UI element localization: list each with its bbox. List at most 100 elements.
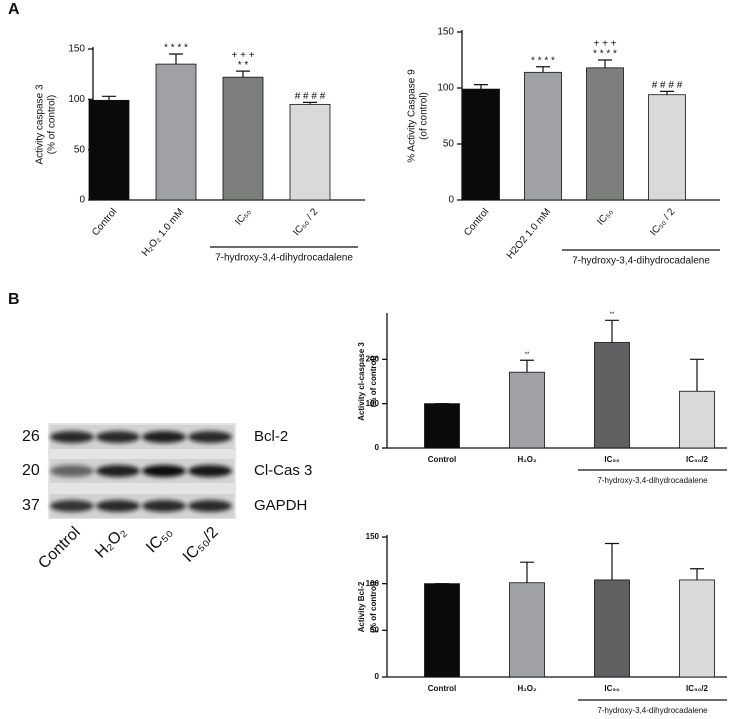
bar [289, 103, 331, 201]
bar [509, 582, 545, 678]
bar [648, 94, 686, 201]
blot-band [188, 465, 232, 477]
y-axis-label: Activity caspase 3 [35, 84, 46, 164]
blot-band-label: Cl-Cas 3 [254, 462, 312, 479]
y-axis-label: (% of control) [369, 355, 378, 407]
blot-lane-label: IC₅₀/2 [180, 524, 222, 566]
blot-lane-label: H₂O₂ [92, 524, 130, 562]
error-bar [236, 70, 250, 78]
x-tick-label: IC₅₀ / 2 [291, 206, 320, 238]
bar [679, 579, 715, 678]
error-bar [520, 359, 534, 373]
error-bar [598, 59, 612, 68]
y-axis-label: % Activity Caspase 9 [407, 69, 418, 163]
blot-band [142, 465, 186, 477]
error-bar [169, 53, 183, 65]
x-tick-label: H₂O₂ [517, 455, 537, 464]
y-axis-label: Activity cl-caspase 3 [357, 342, 366, 421]
y-tick-label: 150 [366, 532, 380, 541]
bar [594, 579, 630, 678]
x-tick-label: H₂O₂ 1.0 mM [140, 207, 186, 259]
error-bar [303, 101, 317, 105]
blot-band [50, 500, 94, 512]
y-tick-label: 100 [68, 94, 85, 105]
bar [424, 403, 460, 449]
y-axis-label: (% of control) [369, 581, 378, 633]
bar [424, 583, 460, 678]
error-bar [474, 84, 488, 90]
bar [88, 99, 130, 201]
blot-band [142, 500, 186, 512]
x-tick-label: H2O2 1.0 mM [505, 207, 553, 262]
blot-marker: 26 [22, 428, 40, 445]
annotation: * * * * [531, 55, 555, 66]
blot-band [50, 431, 94, 443]
y-tick-label: 150 [68, 44, 85, 55]
blot-lane-label: IC₅₀ [143, 524, 176, 557]
error-bar [605, 319, 619, 343]
x-tick-label: H₂O₂ [517, 684, 537, 693]
bar [594, 342, 630, 449]
error-bar [690, 358, 704, 392]
panel-label: A [8, 1, 20, 18]
blot-band [188, 500, 232, 512]
y-tick-label: 50 [370, 625, 379, 634]
error-bar [690, 568, 704, 580]
y-axis-label: (% of control) [47, 95, 58, 154]
bar [509, 371, 545, 449]
bar [155, 63, 197, 201]
annotation: # # # # [295, 91, 326, 102]
y-axis-label: Activity Bcl-2 [357, 581, 366, 632]
error-bar [605, 542, 619, 580]
error-bar [660, 90, 674, 95]
blot-band [96, 431, 140, 443]
y-tick-label: 150 [437, 27, 454, 38]
panel-label: B [8, 291, 20, 308]
error-bar [536, 66, 550, 73]
blot-band [142, 431, 186, 443]
annotation: + + + [231, 50, 254, 61]
x-tick-label: IC₅₀ [604, 684, 620, 693]
x-tick-label: IC₅₀ [233, 207, 253, 228]
annotation: * * [238, 60, 249, 71]
blot-band-label: Bcl-2 [254, 428, 288, 445]
bar [586, 67, 624, 201]
y-axis-label: (of control) [419, 92, 430, 140]
error-bar [520, 561, 534, 583]
blot-band [50, 465, 94, 477]
x-tick-label: IC₅₀ / 2 [648, 206, 677, 238]
bar [524, 71, 562, 201]
y-tick-label: 50 [443, 139, 455, 150]
blot-marker: 37 [22, 497, 40, 514]
bar [222, 76, 264, 201]
annotation: ** [525, 352, 530, 358]
blot-marker: 20 [22, 462, 40, 479]
group-label: 7-hydroxy-3,4-dihydrocadalene [597, 476, 708, 485]
y-tick-label: 0 [375, 443, 380, 452]
blot-band-label: GAPDH [254, 497, 307, 514]
x-tick-label: IC₅₀ [595, 207, 615, 228]
error-bar [102, 95, 116, 101]
blot-band [96, 465, 140, 477]
x-tick-label: IC₅₀/2 [686, 684, 708, 693]
x-tick-label: Control [428, 684, 456, 693]
annotation: * * * * [593, 49, 617, 60]
annotation: + + + [593, 39, 616, 50]
x-tick-label: IC₅₀ [604, 455, 620, 464]
y-tick-label: 100 [366, 579, 380, 588]
group-label: 7-hydroxy-3,4-dihydrocadalene [215, 253, 353, 264]
annotation: # # # # [652, 80, 683, 91]
annotation: ** [610, 312, 615, 318]
y-tick-label: 50 [74, 144, 86, 155]
blot-band [188, 431, 232, 443]
y-tick-label: 0 [79, 195, 85, 206]
blot-lane-label: Control [35, 524, 84, 573]
group-label: 7-hydroxy-3,4-dihydrocadalene [572, 256, 710, 267]
bar [679, 390, 715, 449]
bar [462, 88, 500, 201]
group-label: 7-hydroxy-3,4-dihydrocadalene [597, 706, 708, 715]
x-tick-label: Control [462, 207, 491, 239]
x-tick-label: Control [428, 455, 456, 464]
annotation: * * * * [164, 43, 188, 54]
y-tick-label: 0 [448, 195, 454, 206]
